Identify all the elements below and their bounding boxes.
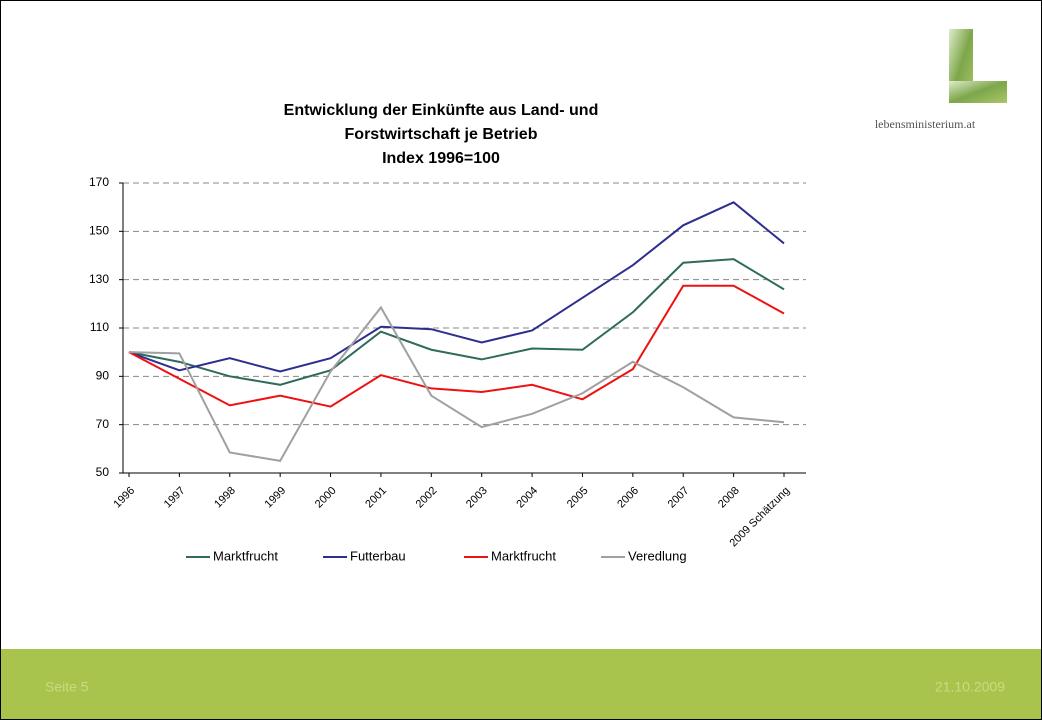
legend-label: Futterbau [350,548,406,563]
series-line [128,258,785,386]
x-tick-label: 2006 [615,485,641,511]
y-tick-label: 50 [96,465,110,479]
x-tick-label: 2000 [313,485,339,511]
footer-band [1,649,1041,719]
legend-label: Marktfrucht [491,548,556,563]
x-tick-label: 1999 [263,485,289,511]
legend-label: Marktfrucht [213,548,278,563]
chart-title: Entwicklung der Einkünfte aus Land- und [284,102,599,119]
x-tick-label: 2001 [363,485,389,511]
chart-title: Index 1996=100 [382,150,500,167]
series-line [128,305,785,463]
logo-text: lebensministerium.at [875,117,976,131]
y-tick-label: 110 [90,320,109,334]
x-tick-label: 1997 [162,485,188,511]
page-number: Seite 5 [45,679,89,695]
footer-date: 21.10.2009 [935,679,1005,695]
chart-title: Forstwirtschaft je Betrieb [345,126,538,143]
y-tick-label: 130 [89,272,109,286]
y-tick-label: 90 [96,369,110,383]
y-tick-label: 150 [89,224,109,238]
x-tick-label: 2005 [565,485,591,511]
x-tick-label: 2002 [414,485,440,511]
x-tick-label: 2007 [666,485,692,511]
series-line [128,284,785,408]
x-tick-label: 1996 [111,485,137,511]
series-line [128,201,785,373]
y-tick-label: 170 [89,175,109,189]
legend-label: Veredlung [628,548,687,563]
x-tick-label: 1998 [212,485,238,511]
x-tick-label: 2008 [716,485,742,511]
x-tick-label: 2003 [464,485,490,511]
logo-mark [949,29,1007,103]
x-tick-label: 2004 [514,485,540,511]
y-tick-label: 70 [96,417,110,431]
